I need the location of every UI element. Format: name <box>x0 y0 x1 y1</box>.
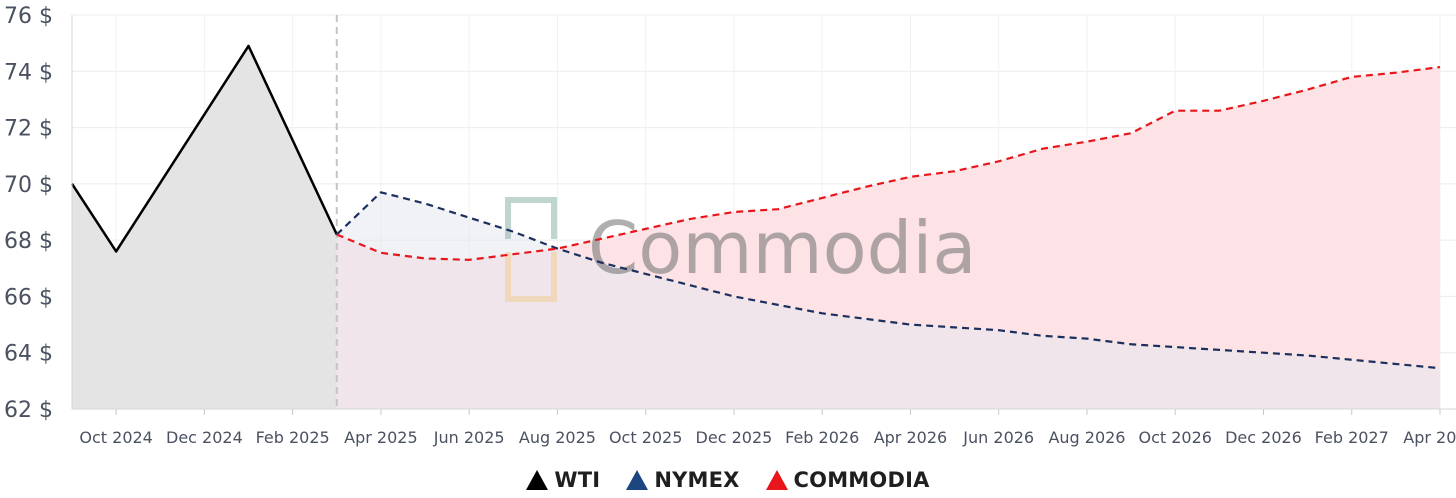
x-tick-label: Jun 2025 <box>433 428 505 447</box>
axes: 62 $ 64 $ 66 $ 68 $ 70 $ 72 $ 74 $ 76 $ Oct 2024… <box>4 4 1456 447</box>
x-tick-label: Dec 2025 <box>696 428 773 447</box>
line-wti <box>70 44 338 253</box>
x-tick-label: Dec 2024 <box>166 428 243 447</box>
y-tick-label: 66 $ <box>4 285 53 310</box>
triangle-icon <box>626 470 649 490</box>
watermark-text: Commodia <box>588 206 976 290</box>
x-tick-label: Dec 2026 <box>1225 428 1302 447</box>
legend-label: NYMEX <box>654 468 740 492</box>
legend-label: WTI <box>554 468 601 492</box>
x-tick-label: Apr 2025 <box>344 428 417 447</box>
y-tick-label: 70 $ <box>4 173 53 198</box>
legend-item-commodia[interactable]: COMMODIA <box>765 468 930 492</box>
y-tick-label: 74 $ <box>4 60 53 85</box>
x-tick-label: Jun 2026 <box>962 428 1034 447</box>
watermark: Commodia <box>505 197 976 302</box>
y-tick-label: 64 $ <box>4 342 53 367</box>
x-tick-label: Apr 2027 <box>1403 428 1456 447</box>
x-tick-label: Aug 2025 <box>519 428 596 447</box>
area-wti <box>72 45 337 409</box>
area-nymex <box>336 192 1441 409</box>
y-tick-label: 68 $ <box>4 229 53 254</box>
line-commodia <box>336 65 1441 261</box>
x-tick-label: Feb 2026 <box>785 428 859 447</box>
x-tick-label: Aug 2026 <box>1048 428 1125 447</box>
legend-label: COMMODIA <box>793 468 930 492</box>
y-tick-label: 76 $ <box>4 4 53 29</box>
legend-item-nymex[interactable]: NYMEX <box>626 468 739 492</box>
legend: WTI NYMEX COMMODIA <box>0 468 1456 492</box>
x-tick-label: Apr 2026 <box>874 428 947 447</box>
x-tick-label: Feb 2025 <box>256 428 330 447</box>
series-lines <box>70 15 1441 409</box>
y-tick-label: 72 $ <box>4 117 53 142</box>
x-tick-label: Oct 2026 <box>1138 428 1211 447</box>
x-tick-label: Oct 2025 <box>609 428 682 447</box>
x-tick-label: Oct 2024 <box>79 428 152 447</box>
line-nymex <box>336 191 1441 370</box>
series-fills <box>72 45 1441 410</box>
y-tick-label: 62 $ <box>4 398 53 423</box>
triangle-icon <box>765 470 788 490</box>
x-tick-label: Feb 2027 <box>1315 428 1389 447</box>
triangle-icon <box>526 470 549 490</box>
chart: Commodia 62 $ 64 $ 66 $ 68 $ 70 $ 72 $ 74 $ 76 … <box>4 4 1456 447</box>
legend-item-wti[interactable]: WTI <box>526 468 600 492</box>
